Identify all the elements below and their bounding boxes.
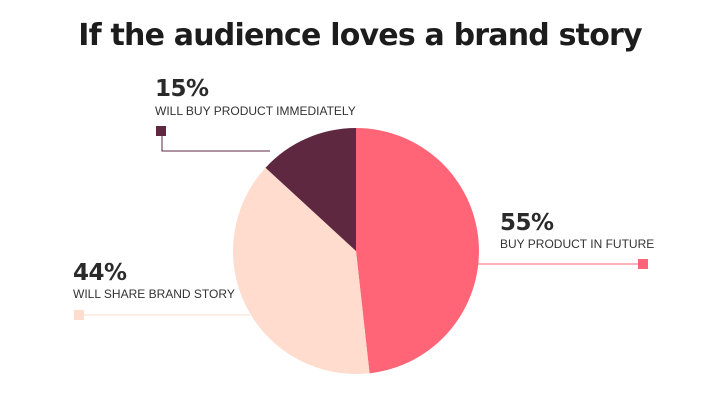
slice-buy-future bbox=[356, 128, 479, 374]
slice-percent-buy-immediately: 15% bbox=[155, 76, 209, 102]
slice-label-buy-immediately: WILL BUY PRODUCT IMMEDIATELY bbox=[155, 104, 356, 118]
chart-title: If the audience loves a brand story bbox=[78, 18, 642, 53]
slice-percent-share-story: 44% bbox=[73, 260, 127, 286]
legend-marker-buy-future bbox=[638, 259, 648, 269]
slice-label-share-story: WILL SHARE BRAND STORY bbox=[73, 287, 235, 301]
slice-buy-immediately bbox=[265, 128, 356, 251]
slice-share-story bbox=[233, 167, 370, 374]
leader-line-buy-immediately bbox=[161, 131, 270, 152]
legend-marker-share-story bbox=[74, 310, 84, 320]
slice-label-buy-future: BUY PRODUCT IN FUTURE bbox=[500, 237, 655, 251]
slice-percent-buy-future: 55% bbox=[500, 210, 554, 236]
legend-marker-buy-immediately bbox=[156, 126, 166, 136]
